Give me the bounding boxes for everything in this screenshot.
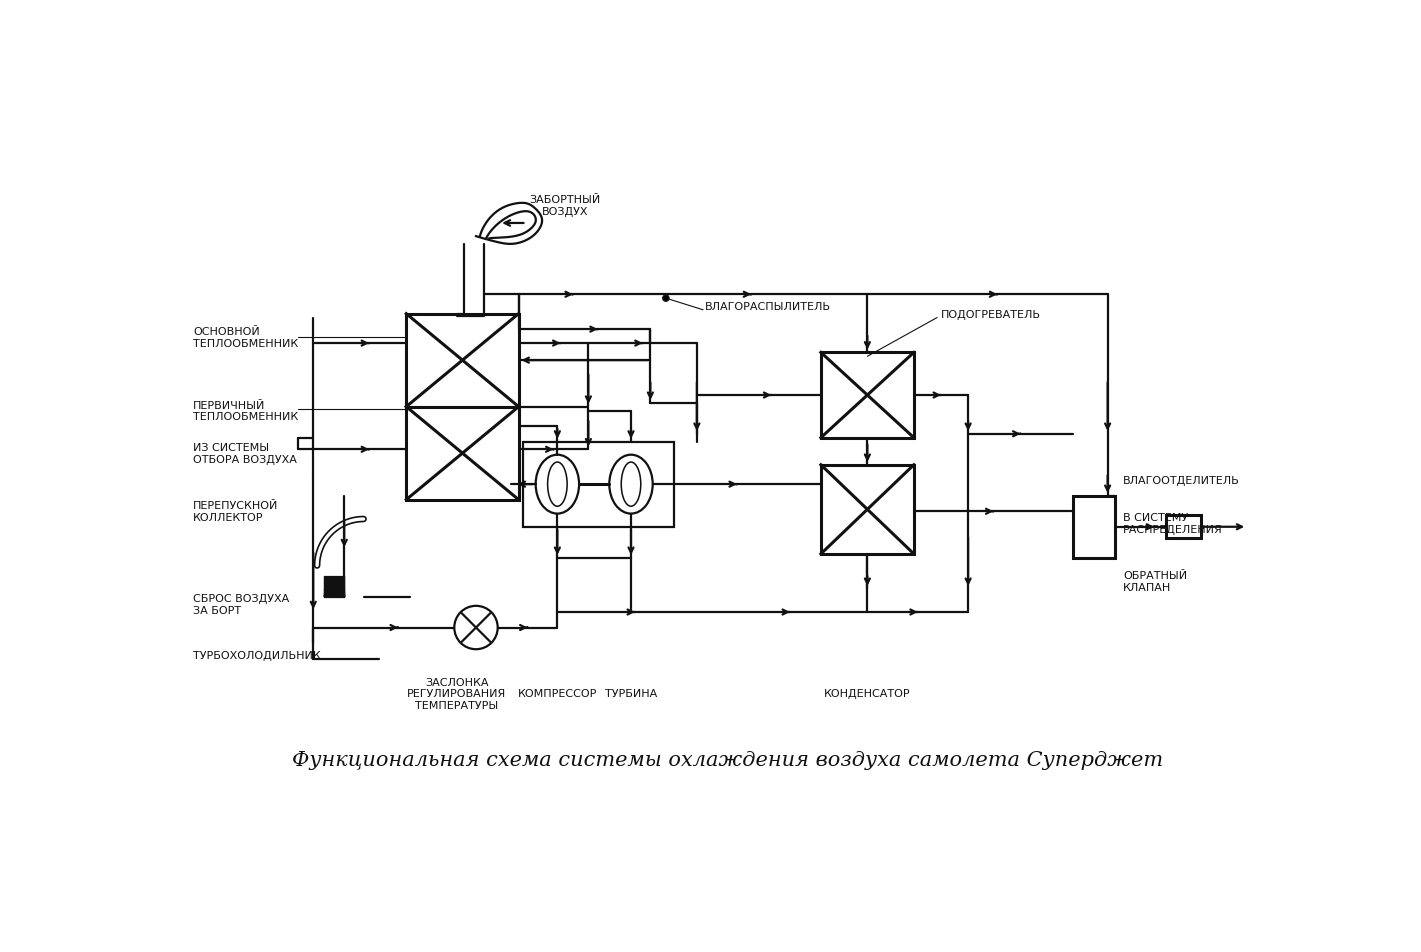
Text: ВЛАГООТДЕЛИТЕЛЬ: ВЛАГООТДЕЛИТЕЛЬ [1123, 476, 1241, 486]
Text: ТУРБИНА: ТУРБИНА [605, 688, 657, 699]
Text: ВЛАГОРАСПЫЛИТЕЛЬ: ВЛАГОРАСПЫЛИТЕЛЬ [705, 302, 831, 311]
Text: КОМПРЕССОР: КОМПРЕССОР [517, 688, 597, 699]
Bar [523, 442, 674, 527]
Text: ОБРАТНЫЙ
КЛАПАН: ОБРАТНЫЙ КЛАПАН [1123, 570, 1188, 592]
Bar [406, 407, 519, 500]
Bar [1165, 516, 1201, 539]
Text: ОСНОВНОЙ
ТЕПЛООБМЕННИК: ОСНОВНОЙ ТЕПЛООБМЕННИК [193, 327, 298, 348]
Text: ТУРБОХОЛОДИЛЬНИК: ТУРБОХОЛОДИЛЬНИК [193, 650, 321, 660]
Circle shape [662, 296, 669, 302]
Text: ЗАБОРТНЫЙ
ВОЗДУХ: ЗАБОРТНЫЙ ВОЗДУХ [530, 195, 601, 217]
Text: ПЕРВИЧНЫЙ
ТЕПЛООБМЕННИК: ПЕРВИЧНЫЙ ТЕПЛООБМЕННИК [193, 400, 298, 422]
Text: ЗАСЛОНКА
РЕГУЛИРОВАНИЯ
ТЕМПЕРАТУРЫ: ЗАСЛОНКА РЕГУЛИРОВАНИЯ ТЕМПЕРАТУРЫ [406, 677, 506, 710]
Text: В СИСТЕМУ
РАСПРЕДЕЛЕНИЯ: В СИСТЕМУ РАСПРЕДЕЛЕНИЯ [1123, 512, 1223, 534]
Text: КОНДЕНСАТОР: КОНДЕНСАТОР [824, 688, 911, 699]
Text: ПЕРЕПУСКНОЙ
КОЛЛЕКТОР: ПЕРЕПУСКНОЙ КОЛЛЕКТОР [193, 501, 279, 523]
Text: ПОДОГРЕВАТЕЛЬ: ПОДОГРЕВАТЕЛЬ [941, 309, 1042, 319]
Bar [406, 314, 519, 407]
Bar [821, 353, 914, 438]
Text: ИЗ СИСТЕМЫ
ОТБОРА ВОЗДУХА: ИЗ СИСТЕМЫ ОТБОРА ВОЗДУХА [193, 443, 297, 465]
Bar [821, 466, 914, 554]
Text: СБРОС ВОЗДУХА
ЗА БОРТ: СБРОС ВОЗДУХА ЗА БОРТ [193, 594, 290, 615]
Bar [1073, 496, 1115, 558]
Text: Функциональная схема системы охлаждения воздуха самолета Суперджет: Функциональная схема системы охлаждения … [293, 750, 1164, 769]
